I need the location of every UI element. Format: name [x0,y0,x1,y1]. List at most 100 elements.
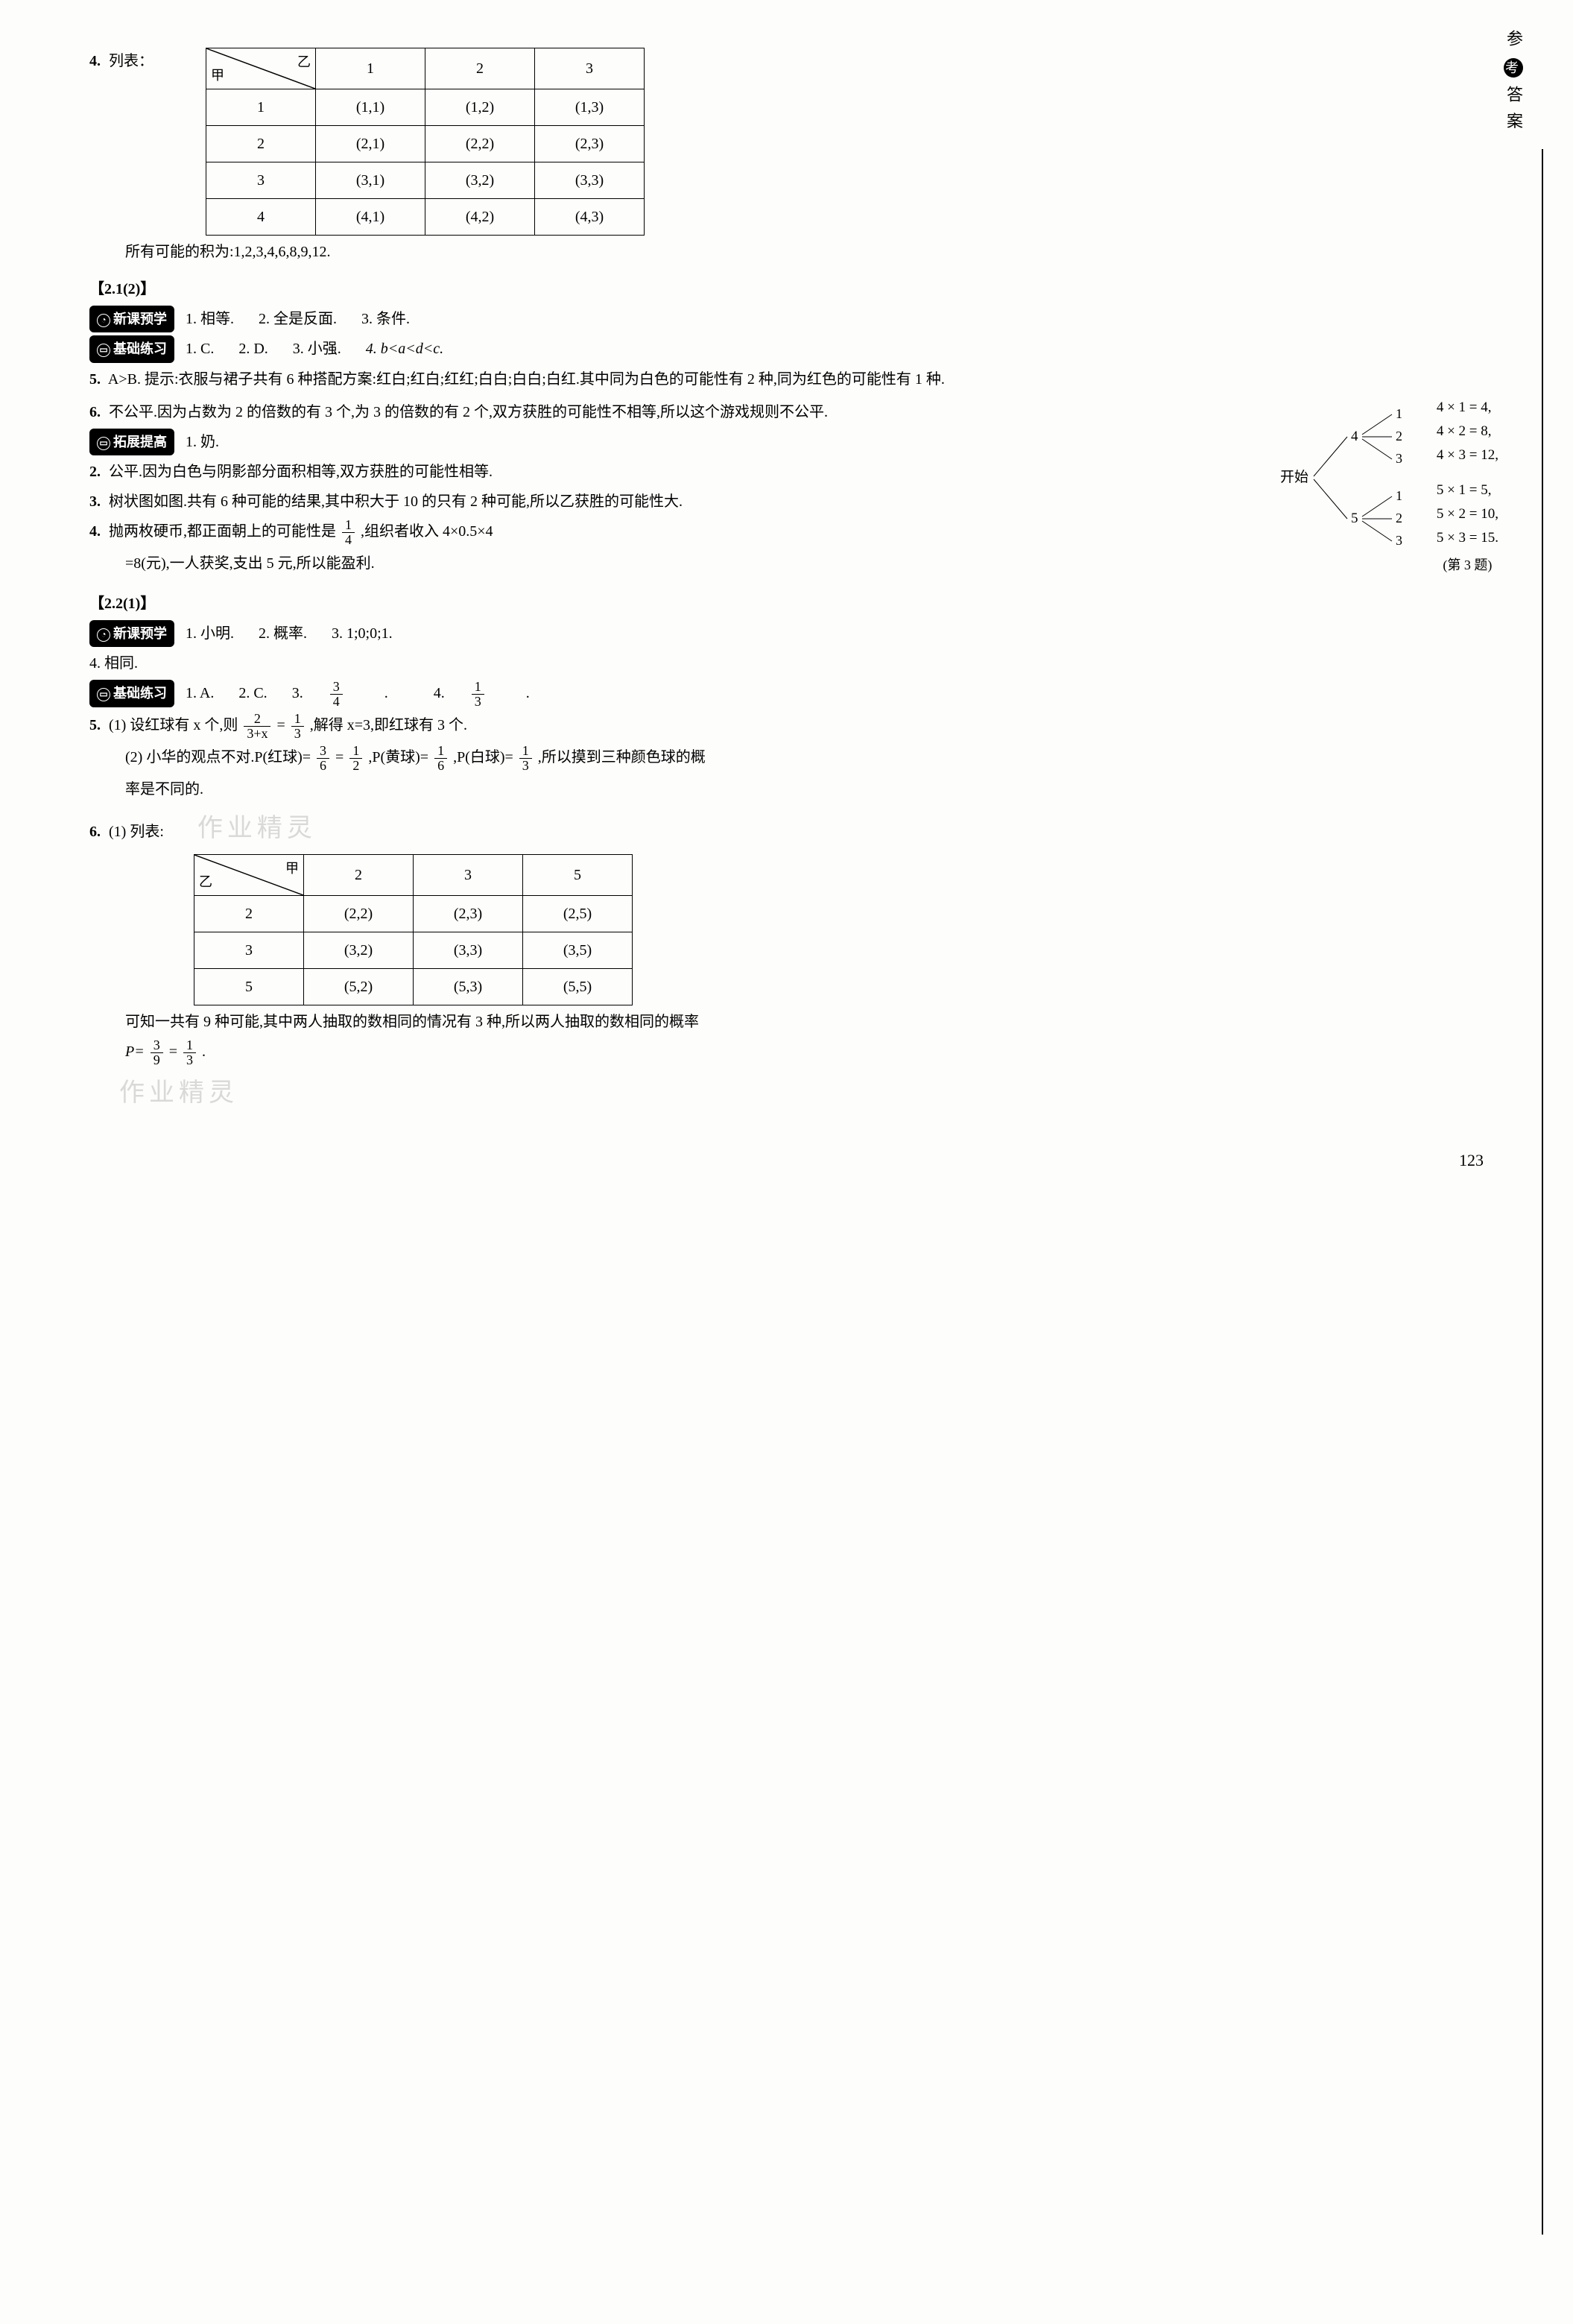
row-header: 2 [206,126,316,162]
svg-text:3: 3 [1396,451,1402,466]
q4-number: 4. [89,53,101,69]
q4-row: 4. 列表： 乙 甲 1 2 3 1(1,1)(1,2)(1,3) 2(2,1)… [89,48,1498,236]
base-row: ▭基础练习 1. A. 2. C. 3. 34. 4. 13. [89,680,1498,709]
cell: (1,3) [535,89,645,126]
answer-item: 1. 小明. [186,625,234,642]
cell: (2,1) [316,126,425,162]
fraction: 13 [183,1038,196,1067]
q6-row: 6. 不公平.因为占数为 2 的倍数的有 3 个,为 3 的倍数的有 2 个,双… [89,399,1250,426]
q5p1-b: ,解得 x=3,即红球有 3 个. [310,717,467,733]
col-header: 2 [304,854,414,895]
eq-end: . [202,1043,206,1060]
tree-eq: 4 × 3 = 12, [1437,443,1498,467]
preview-row: ◔新课预学 1. 小明. 2. 概率. 3. 1;0;0;1. [89,620,1498,647]
answer-item: 1. 奶. [186,434,219,450]
cell: (2,2) [425,126,535,162]
diag-bottom-label: 甲 [211,63,224,87]
col-header: 3 [535,48,645,89]
cell: (3,1) [316,162,425,199]
q5p2-c: ,P(白球)= [453,749,513,765]
base-row: ▭基础练习 1. C. 2. D. 3. 小强. 4. b<a<d<c. [89,335,1498,362]
svg-text:5: 5 [1351,511,1358,526]
clock-icon: ◔ [97,314,110,327]
answer-item: 3. 34. [292,685,413,701]
q6-eq: P= 39 = 13 . [125,1038,1498,1067]
q4-note: 所有可能的积为:1,2,3,4,6,8,9,12. [125,239,1498,265]
header-badge-circle: 考 [1504,58,1523,78]
tree-eq: 4 × 2 = 8, [1437,420,1498,443]
side-rule [1542,149,1543,2235]
q5p1-a: (1) 设红球有 x 个,则 [109,717,238,733]
q5-row: 5. (1) 设红球有 x 个,则 23+x = 13 ,解得 x=3,即红球有… [89,712,1498,741]
cell: (3,5) [523,932,633,968]
book-icon: ▭ [97,437,110,450]
fraction: 39 [151,1038,163,1067]
answer-item: 2. D. [238,341,268,357]
svg-text:3: 3 [1396,533,1402,548]
diag-header-cell: 乙 甲 [206,48,316,89]
preview-pill: ◔新课预学 [89,620,174,647]
q5-row: 5. A>B. 提示:衣服与裙子共有 6 种搭配方案:红白;红白;红红;白白;白… [89,366,1498,393]
answer-item: 3. 条件. [361,311,410,327]
ext4-row: 4. 抛两枚硬币,都正面朝上的可能性是 14 ,组织者收入 4×0.5×4 [89,518,1250,547]
fraction: 14 [342,518,355,547]
tree-svg-icon: 开始 4 5 1 2 3 1 2 3 [1273,396,1422,560]
q5p2-b: ,P(黄球)= [368,749,428,765]
q5p2-e: 率是不同的. [125,776,1498,803]
cell: (2,5) [523,895,633,932]
svg-text:2: 2 [1396,429,1402,443]
table-row: 3(3,2)(3,3)(3,5) [194,932,633,968]
svg-text:1: 1 [1396,488,1402,503]
ext4-text-b: ,组织者收入 4×0.5×4 [361,523,493,540]
answer-item: 2. 全是反面. [259,311,337,327]
row-header: 2 [194,895,304,932]
fraction: 13 [291,712,304,741]
table-row: 5(5,2)(5,3)(5,5) [194,968,633,1005]
svg-text:1: 1 [1396,406,1402,421]
diag-bottom-label: 乙 [199,870,212,894]
q6-text: 不公平.因为占数为 2 的倍数的有 3 个,为 3 的倍数的有 2 个,双方获胜… [109,404,828,420]
tree-eq: 5 × 3 = 15. [1437,526,1498,550]
svg-text:2: 2 [1396,511,1402,525]
ext2-text: 公平.因为白色与阴影部分面积相等,双方获胜的可能性相等. [109,464,493,480]
fraction: 36 [317,744,329,773]
row-header: 1 [206,89,316,126]
q6-lead: (1) 列表: [109,824,164,840]
q5p2-row: (2) 小华的观点不对.P(红球)= 36 = 12 ,P(黄球)= 16 ,P… [125,744,1498,773]
tree-start-label: 开始 [1280,469,1308,485]
cell: (3,2) [304,932,414,968]
cell: (1,1) [316,89,425,126]
table-row: 乙 甲 1 2 3 [206,48,645,89]
answer-item: 1. C. [186,341,214,357]
answer-item: 2. C. [238,685,267,701]
diag-header-cell: 甲 乙 [194,854,304,895]
cell: (1,2) [425,89,535,126]
q6-row: 6. (1) 列表: 作业精灵 [89,806,1498,851]
q5-number: 5. [89,717,101,733]
col-header: 5 [523,854,633,895]
answer-item: 1. A. [186,685,214,701]
eq-sign: = [276,717,285,733]
cell: (5,2) [304,968,414,1005]
cell: (2,3) [414,895,523,932]
ext-row: ▭拓展提高 1. 奶. [89,429,1250,455]
row-header: 3 [206,162,316,199]
pill-label: 基础练习 [113,686,167,701]
q6-number: 6. [89,404,101,420]
clock-icon: ◔ [97,628,110,642]
header-char: 案 [1504,113,1523,132]
row-header: 4 [206,199,316,236]
cell: (5,5) [523,968,633,1005]
col-header: 2 [425,48,535,89]
watermark: 作业精灵 [119,1070,1498,1116]
eq-lhs: P= [125,1043,145,1060]
row-header: 3 [194,932,304,968]
tree-caption: (第 3 题) [1437,554,1498,577]
answer-item: 1. 相等. [186,311,234,327]
preview-pill: ◔新课预学 [89,306,174,332]
table-row: 2(2,2)(2,3)(2,5) [194,895,633,932]
answer-item: 4. b<a<d<c. [366,341,443,357]
row-header: 5 [194,968,304,1005]
table-row: 1(1,1)(1,2)(1,3) [206,89,645,126]
q4-lead: 列表： [109,53,153,69]
